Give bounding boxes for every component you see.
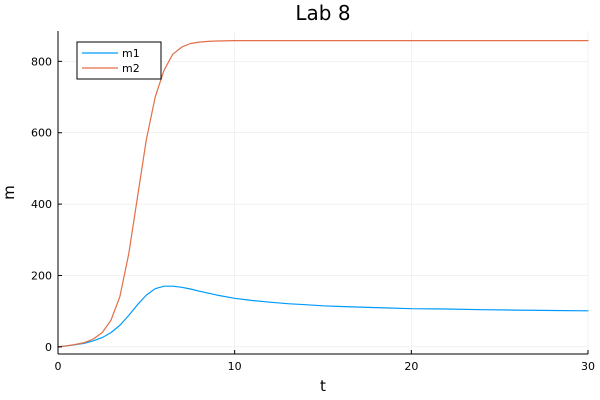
y-tick-label: 0 (45, 341, 52, 354)
series-lines (57, 40, 589, 348)
grid-lines (57, 31, 589, 354)
chart-title: Lab 8 (295, 1, 350, 25)
ticks: 0 10 20 30 0 200 400 600 800 (31, 55, 595, 373)
series-line-m2 (57, 40, 589, 348)
x-tick-label: 20 (404, 360, 418, 373)
legend: m1 m2 (76, 41, 162, 80)
x-tick-label: 10 (228, 360, 242, 373)
x-tick-label: 0 (55, 360, 62, 373)
legend-label-m2: m2 (122, 62, 140, 75)
y-tick-label: 400 (31, 198, 52, 211)
series-line-m1 (57, 285, 589, 348)
y-tick-label: 800 (31, 55, 52, 68)
x-tick-label: 30 (581, 360, 595, 373)
y-axis-label: m (0, 185, 18, 200)
legend-label-m1: m1 (122, 47, 140, 60)
axes (57, 31, 588, 355)
y-tick-label: 200 (31, 269, 52, 282)
legend-box (76, 41, 162, 80)
x-axis-label: t (320, 377, 326, 395)
y-tick-label: 600 (31, 127, 52, 140)
